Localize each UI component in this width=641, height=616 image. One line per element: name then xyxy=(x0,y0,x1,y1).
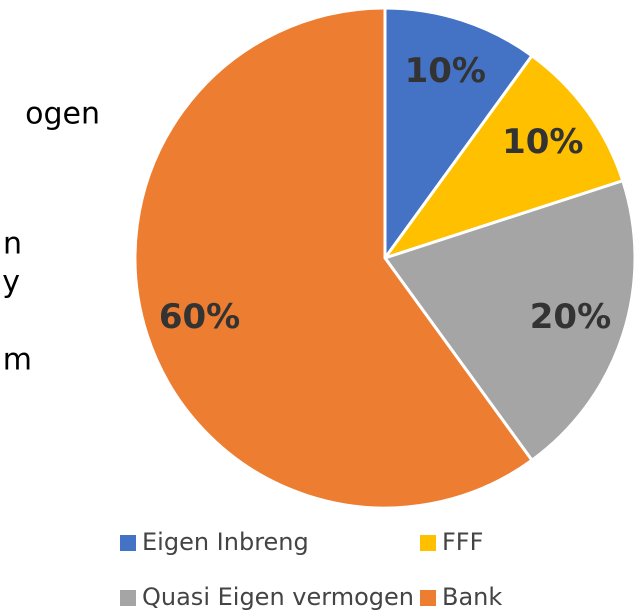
pie-slice xyxy=(133,6,535,510)
legend-swatch xyxy=(120,535,136,551)
data-label: 10% xyxy=(405,51,486,91)
legend-label: FFF xyxy=(442,528,483,556)
data-label: 60% xyxy=(159,297,240,337)
legend-label: Quasi Eigen vermogen xyxy=(142,583,414,611)
legend-swatch xyxy=(120,590,136,606)
side-text: m xyxy=(3,343,32,378)
side-text: n xyxy=(3,227,22,262)
side-text: ogen xyxy=(25,97,100,132)
legend-label: Bank xyxy=(442,583,502,611)
data-label: 10% xyxy=(502,122,583,162)
pie-slice xyxy=(382,178,637,463)
legend-swatch xyxy=(420,535,436,551)
side-text: y xyxy=(2,265,20,300)
data-label: 20% xyxy=(530,297,611,337)
legend-swatch xyxy=(420,590,436,606)
legend-label: Eigen Inbreng xyxy=(142,528,309,556)
pie-slice xyxy=(381,53,625,261)
pie-slice xyxy=(383,6,535,263)
